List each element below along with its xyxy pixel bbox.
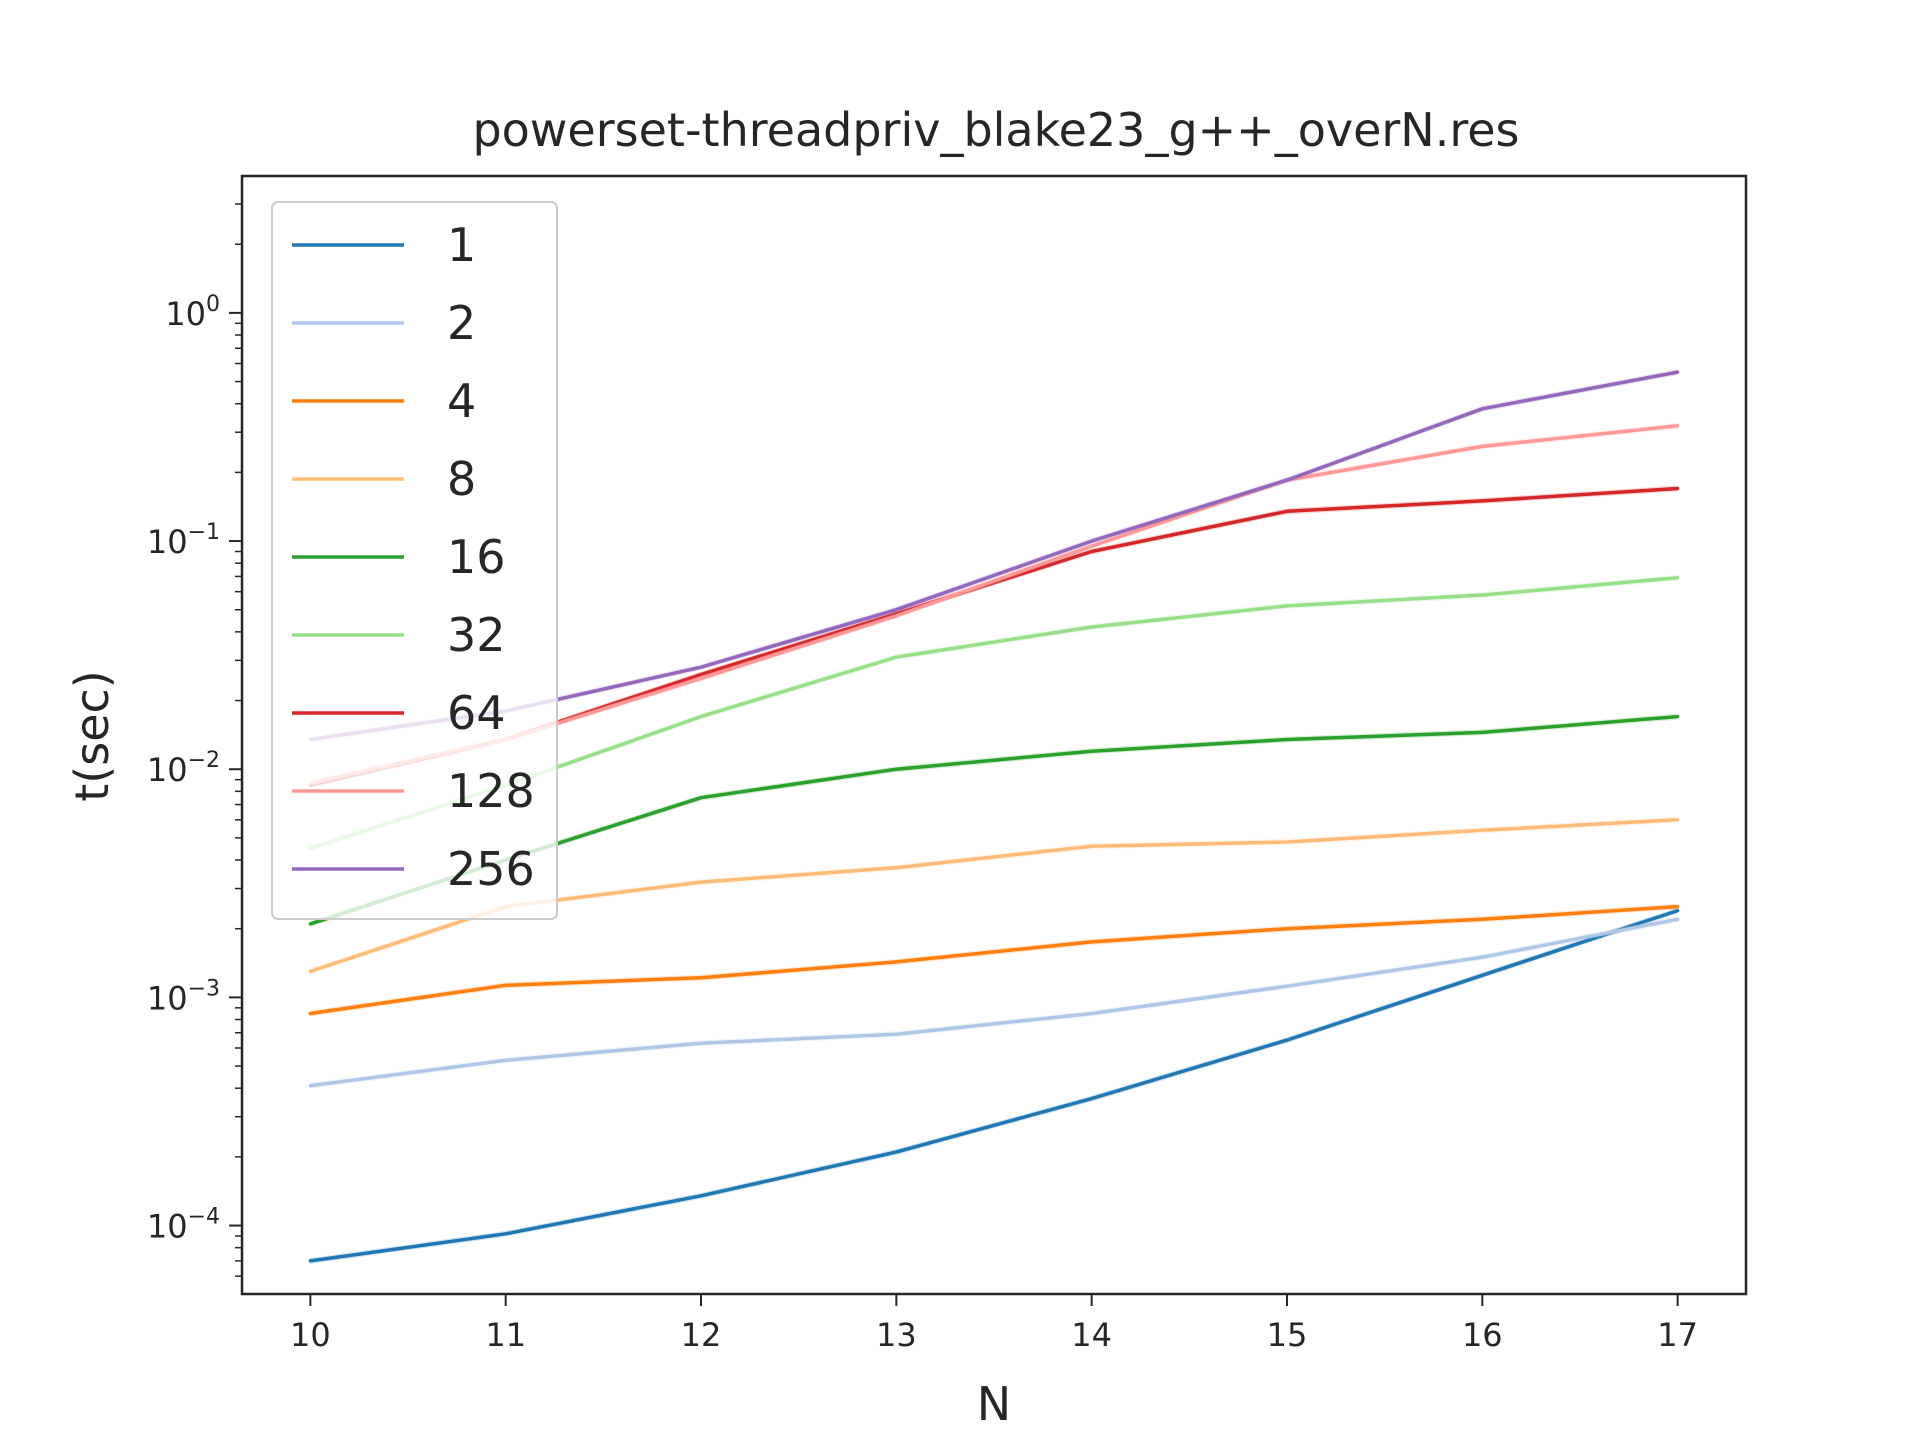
y-tick-label: 10−2 (147, 748, 220, 789)
legend-items: 1 2 4 8 16 32 64 128 256 (292, 218, 535, 896)
legend-item-8: 8 (292, 452, 476, 506)
legend-label: 32 (447, 608, 506, 662)
legend-label: 64 (447, 686, 506, 740)
legend-label: 256 (447, 842, 535, 896)
legend-label: 128 (447, 764, 535, 818)
y-tick-label: 10−4 (147, 1205, 220, 1246)
y-tick-label: 10−1 (147, 520, 220, 561)
x-axis-label: N (977, 1377, 1011, 1431)
legend-box (271, 201, 558, 920)
legend-label: 16 (447, 530, 506, 584)
x-tick-label: 11 (485, 1316, 526, 1354)
x-tick-label: 14 (1071, 1316, 1112, 1354)
legend-item-64: 64 (292, 686, 506, 740)
legend-item-16: 16 (292, 530, 506, 584)
y-axis: 10−4 10−3 10−2 10−1 100 (147, 203, 242, 1277)
legend-label: 4 (447, 374, 476, 428)
chart-title: powerset-threadpriv_blake23_g++_overN.re… (472, 103, 1519, 157)
y-tick-label: 10−3 (147, 976, 220, 1017)
legend-item-32: 32 (292, 608, 506, 662)
x-tick-label: 13 (876, 1316, 917, 1354)
legend-item-256: 256 (292, 842, 535, 896)
legend-label: 8 (447, 452, 476, 506)
series-band-2 (310, 916, 1678, 1089)
legend-item-4: 4 (292, 374, 476, 428)
x-tick-label: 15 (1267, 1316, 1308, 1354)
legend-label: 2 (447, 296, 476, 350)
legend: 1 2 4 8 16 32 64 128 256 (271, 201, 558, 920)
legend-item-128: 128 (292, 764, 535, 818)
legend-item-1: 1 (292, 218, 476, 272)
x-tick-label: 16 (1462, 1316, 1503, 1354)
legend-label: 1 (447, 218, 476, 272)
x-tick-label: 17 (1657, 1316, 1698, 1354)
y-tick-label: 100 (165, 292, 220, 333)
series-line-4 (308, 904, 1680, 1016)
x-axis: 10 11 12 13 14 15 16 17 (290, 1294, 1698, 1354)
y-axis-label: t(sec) (65, 670, 119, 802)
x-tick-label: 12 (681, 1316, 722, 1354)
series-line-1 (308, 908, 1680, 1263)
series-line-2 (308, 917, 1680, 1088)
legend-item-2: 2 (292, 296, 476, 350)
x-tick-label: 10 (290, 1316, 331, 1354)
